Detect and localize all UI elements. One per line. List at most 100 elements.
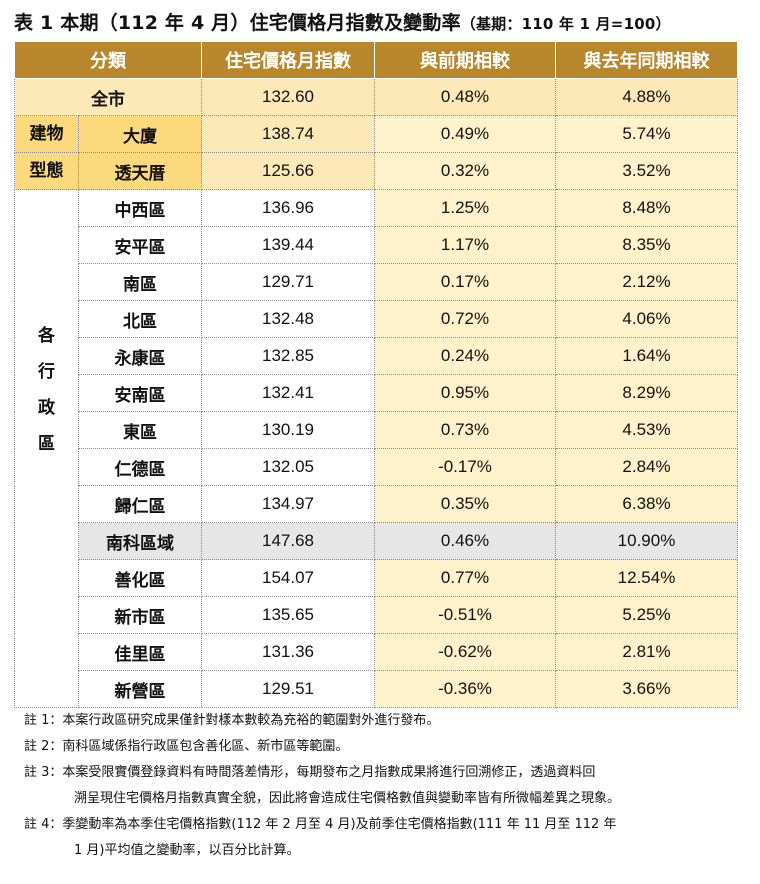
table-title-base-period: （基期：110 年 1 月=100）: [460, 15, 671, 33]
footnotes: 註 1：本案行政區研究成果僅針對樣本數較為充裕的範圍對外進行發布。註 2：南科區…: [24, 708, 744, 864]
row-label: 新市區: [78, 596, 202, 634]
row-label: 佳里區: [78, 633, 202, 671]
cell-mom: -0.17%: [374, 448, 556, 486]
cell-index: 154.07: [201, 559, 375, 597]
table-row: 安平區 139.44 1.17% 8.35%: [15, 226, 738, 264]
header-mom: 與前期相較: [374, 41, 556, 79]
cell-index: 129.71: [201, 263, 375, 301]
row-label: 安南區: [78, 374, 202, 412]
cell-mom: -0.51%: [374, 596, 556, 634]
row-label: 中西區: [78, 189, 202, 227]
table-title-main: 表 1 本期（112 年 4 月）住宅價格月指數及變動率: [14, 12, 461, 34]
cell-index: 132.48: [201, 300, 375, 338]
footnote: 註 4：季變動率為本季住宅價格指數(112 年 2 月至 4 月)及前季住宅價格…: [24, 817, 617, 832]
table-row: 新營區 129.51 -0.36% 3.66%: [15, 670, 738, 708]
cell-index: 139.44: [201, 226, 375, 264]
table-row: 善化區 154.07 0.77% 12.54%: [15, 559, 738, 597]
cell-yoy: 1.64%: [555, 337, 738, 375]
row-label: 永康區: [78, 337, 202, 375]
header-row: 分類 住宅價格月指數 與前期相較 與去年同期相較: [14, 41, 738, 79]
cell-mom: 0.73%: [374, 411, 556, 449]
table-row: 各行政區中西區 136.96 1.25% 8.48%: [14, 189, 738, 708]
cell-mom: 0.35%: [374, 485, 556, 523]
row-label: 南科區域: [78, 522, 202, 560]
cell-mom: 0.17%: [374, 263, 556, 301]
cell-yoy: 5.25%: [555, 596, 738, 634]
cell-mom: -0.36%: [374, 670, 556, 708]
header-yoy: 與去年同期相較: [555, 41, 738, 79]
header-index: 住宅價格月指數: [201, 41, 375, 79]
cell-index: 132.85: [201, 337, 375, 375]
header-category: 分類: [14, 41, 202, 79]
cell-index: 132.60: [201, 78, 375, 116]
cell-mom: 0.24%: [374, 337, 556, 375]
table-row: 型態 透天厝 125.66 0.32% 3.52%: [14, 152, 738, 190]
group-label-char: 政: [38, 398, 55, 418]
cell-index: 134.97: [201, 485, 375, 523]
cell-index: 132.05: [201, 448, 375, 486]
cell-mom: 0.48%: [374, 78, 556, 116]
row-label: 歸仁區: [78, 485, 202, 523]
row-label: 北區: [78, 300, 202, 338]
table-body: 全市 132.60 0.48% 4.88% 建物 大廈 138.74 0.49% 5.7…: [14, 78, 738, 708]
cell-mom: 0.72%: [374, 300, 556, 338]
table-row: 建物 大廈 138.74 0.49% 5.74%: [14, 115, 738, 153]
cell-index: 138.74: [201, 115, 375, 153]
table-row: 安南區 132.41 0.95% 8.29%: [15, 374, 738, 412]
cell-yoy: 6.38%: [555, 485, 738, 523]
cell-mom: 0.46%: [374, 522, 556, 560]
cell-yoy: 8.29%: [555, 374, 738, 412]
group-label-building-type: 型態: [14, 152, 79, 190]
cell-yoy: 4.53%: [555, 411, 738, 449]
cell-index: 136.96: [201, 189, 375, 227]
row-label: 透天厝: [78, 152, 202, 190]
row-label: 安平區: [78, 226, 202, 264]
table-row: 南科區域 147.68 0.46% 10.90%: [15, 522, 738, 560]
cell-yoy: 4.06%: [555, 300, 738, 338]
row-label: 仁德區: [78, 448, 202, 486]
cell-index: 129.51: [201, 670, 375, 708]
row-label: 全市: [14, 78, 202, 116]
table-row: 新市區 135.65 -0.51% 5.25%: [15, 596, 738, 634]
cell-mom: -0.62%: [374, 633, 556, 671]
cell-yoy: 8.35%: [555, 226, 738, 264]
footnote-continuation: 溯呈現住宅價格月指數真實全貌，因此將會造成住宅價格數值與變動率皆有所微幅差異之現…: [74, 791, 621, 806]
group-label-char: 行: [38, 362, 55, 382]
group-label-char: 各: [38, 326, 55, 346]
cell-yoy: 2.81%: [555, 633, 738, 671]
row-label: 東區: [78, 411, 202, 449]
cell-index: 125.66: [201, 152, 375, 190]
cell-mom: 0.95%: [374, 374, 556, 412]
cell-mom: 0.32%: [374, 152, 556, 190]
table-title: 表 1 本期（112 年 4 月）住宅價格月指數及變動率（基期：110 年 1 …: [14, 8, 671, 35]
row-label: 新營區: [78, 670, 202, 708]
row-label: 善化區: [78, 559, 202, 597]
cell-index: 147.68: [201, 522, 375, 560]
cell-yoy: 8.48%: [555, 189, 738, 227]
cell-index: 135.65: [201, 596, 375, 634]
table-row: 東區 130.19 0.73% 4.53%: [15, 411, 738, 449]
cell-yoy: 4.88%: [555, 78, 738, 116]
cell-mom: 0.49%: [374, 115, 556, 153]
row-label: 南區: [78, 263, 202, 301]
cell-index: 131.36: [201, 633, 375, 671]
table-row: 南區 129.71 0.17% 2.12%: [15, 263, 738, 301]
table-row: 北區 132.48 0.72% 4.06%: [15, 300, 738, 338]
footnote: 註 2：南科區域係指行政區包含善化區、新市區等範圍。: [24, 739, 349, 754]
cell-yoy: 5.74%: [555, 115, 738, 153]
cell-mom: 1.17%: [374, 226, 556, 264]
table-row: 永康區 132.85 0.24% 1.64%: [15, 337, 738, 375]
table-row: 歸仁區 134.97 0.35% 6.38%: [15, 485, 738, 523]
group-label-admin-district: 各行政區: [14, 189, 79, 708]
cell-yoy: 12.54%: [555, 559, 738, 597]
cell-yoy: 3.52%: [555, 152, 738, 190]
cell-mom: 1.25%: [374, 189, 556, 227]
table-row: 仁德區 132.05 -0.17% 2.84%: [15, 448, 738, 486]
cell-index: 132.41: [201, 374, 375, 412]
group-label-char: 區: [38, 434, 55, 454]
footnote: 註 1：本案行政區研究成果僅針對樣本數較為充裕的範圍對外進行發布。: [24, 713, 440, 728]
footnote: 註 3：本案受限實價登錄資料有時間落差情形，每期發布之月指數成果將進行回溯修正，…: [24, 765, 596, 780]
table-row: 佳里區 131.36 -0.62% 2.81%: [15, 633, 738, 671]
cell-yoy: 10.90%: [555, 522, 738, 560]
group-label-building-type: 建物: [14, 115, 79, 153]
